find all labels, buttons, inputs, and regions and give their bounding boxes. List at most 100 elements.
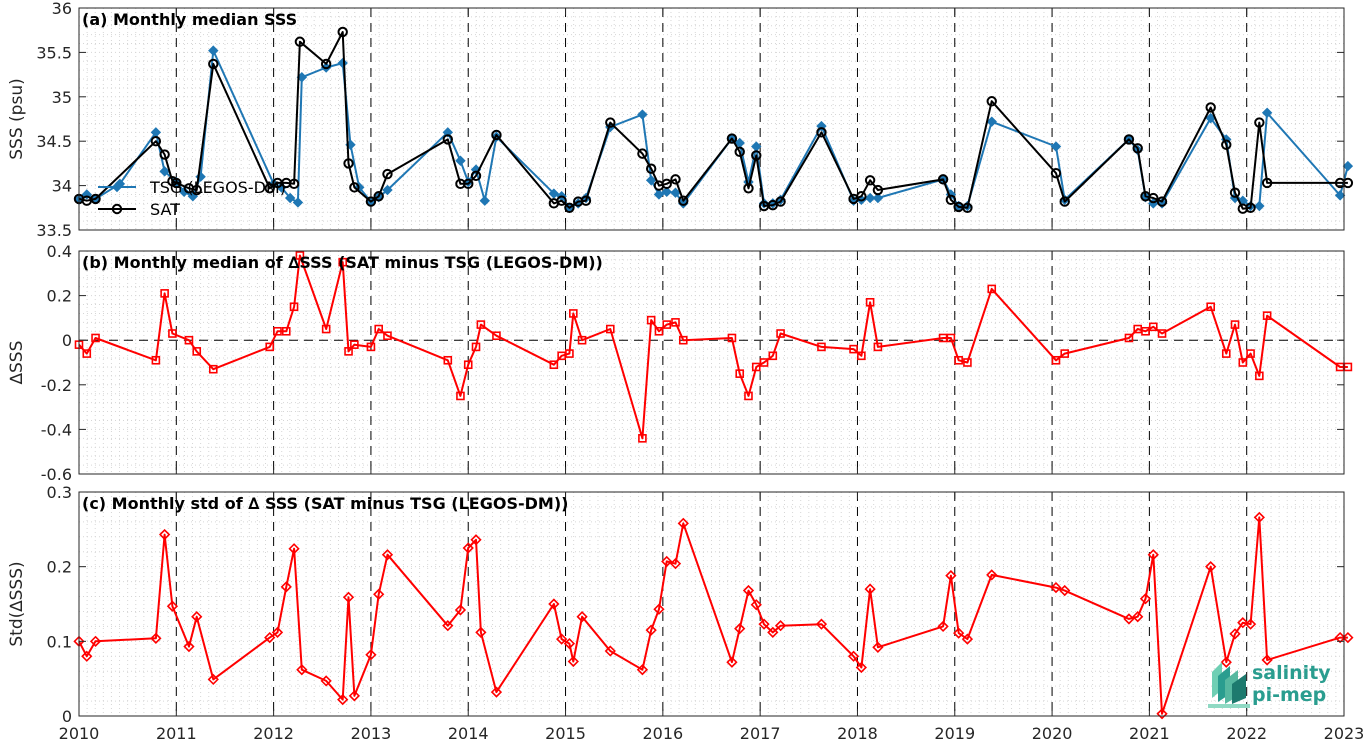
y-tick-label: 0 xyxy=(62,707,72,726)
data-point xyxy=(264,631,276,644)
panel-title: (a) Monthly median SSS xyxy=(82,10,297,29)
data-point xyxy=(1244,618,1257,630)
data-point xyxy=(774,620,787,632)
data-point xyxy=(864,175,876,186)
pi-mep-logo-icon xyxy=(1208,662,1250,708)
data-point xyxy=(872,641,884,653)
data-point xyxy=(350,340,359,349)
data-point xyxy=(288,178,300,190)
data-point xyxy=(490,686,503,698)
data-point xyxy=(677,517,689,529)
x-tick-label: 2017 xyxy=(740,724,781,743)
data-point xyxy=(289,302,299,312)
data-point xyxy=(1206,302,1215,312)
y-tick-label: 33.5 xyxy=(36,221,72,240)
data-point xyxy=(678,195,689,206)
x-tick-label: 2014 xyxy=(448,724,489,743)
data-point xyxy=(491,129,502,141)
x-tick-label: 2016 xyxy=(642,724,683,743)
data-point xyxy=(288,543,300,555)
data-point xyxy=(662,320,672,329)
data-point xyxy=(1205,102,1216,113)
logo-line2: pi-mep xyxy=(1252,684,1326,706)
data-point xyxy=(549,360,559,370)
data-point xyxy=(670,187,681,198)
data-point xyxy=(344,347,353,356)
data-point xyxy=(856,191,867,202)
data-point xyxy=(442,127,454,138)
grid xyxy=(79,492,1344,716)
data-point xyxy=(1334,190,1346,201)
data-point xyxy=(150,136,162,147)
data-point xyxy=(383,331,392,341)
panel-2: -0.6 -0.4 -0.2 0 0.2 0.4 ∆SSS (b) Monthly media… xyxy=(7,242,1353,484)
data-point xyxy=(872,192,884,204)
data-point xyxy=(1253,511,1265,524)
data-point xyxy=(1060,349,1070,358)
data-point xyxy=(442,620,454,632)
legend-label: SAT xyxy=(150,200,180,219)
data-point xyxy=(1059,584,1071,597)
x-tick-label: 2021 xyxy=(1129,724,1170,743)
data-point xyxy=(873,342,883,352)
data-point xyxy=(727,333,737,343)
y-tick-label: 34 xyxy=(52,177,72,196)
data-point xyxy=(669,558,682,570)
data-point xyxy=(569,309,578,318)
data-point xyxy=(734,623,746,635)
data-point xyxy=(349,182,360,193)
data-point xyxy=(815,618,828,630)
panel-title: (c) Monthly std of ∆ SSS (SAT minus TSG … xyxy=(82,494,568,513)
data-point xyxy=(678,198,689,209)
y-axis-label: ∆SSS xyxy=(7,341,27,386)
logo-line1: salinity xyxy=(1252,662,1331,684)
data-point xyxy=(89,635,102,647)
x-tick-label: 2012 xyxy=(253,724,294,743)
data-point xyxy=(373,588,385,600)
grid xyxy=(79,251,1344,474)
series-1 xyxy=(74,251,1353,443)
data-point xyxy=(864,192,876,204)
data-point xyxy=(758,618,770,630)
x-tick-label: 2022 xyxy=(1226,724,1267,743)
data-point xyxy=(548,598,560,610)
data-point xyxy=(463,360,473,370)
data-point xyxy=(295,251,305,260)
data-point xyxy=(962,202,973,214)
data-point xyxy=(366,342,376,352)
panel-3: 0 0.1 0.2 0.3 2010 2011 2012 2013 2014 2015 2016 20… xyxy=(7,483,1364,743)
y-tick-label: 0.3 xyxy=(47,483,72,502)
data-point xyxy=(671,318,680,327)
data-point xyxy=(443,355,453,365)
data-point xyxy=(281,326,291,336)
data-point xyxy=(1123,134,1135,145)
y-tick-label: -0.4 xyxy=(41,420,72,439)
data-point xyxy=(191,184,202,196)
data-point xyxy=(1342,160,1354,172)
legend-label: TSG (LEGOS-DM) xyxy=(149,178,286,197)
data-point xyxy=(381,549,394,561)
data-point xyxy=(183,640,195,653)
data-point xyxy=(987,284,997,294)
data-point xyxy=(1254,117,1265,128)
data-point xyxy=(320,58,332,70)
data-point xyxy=(637,109,648,120)
data-point xyxy=(563,637,576,650)
data-point xyxy=(945,194,957,206)
data-point xyxy=(986,569,998,581)
data-point xyxy=(365,196,377,207)
series-2 xyxy=(73,26,1354,214)
data-point xyxy=(759,358,769,367)
data-point xyxy=(373,191,384,202)
data-point xyxy=(1255,371,1264,381)
data-point xyxy=(1156,196,1168,207)
panel-title: (b) Monthly median of ∆SSS (SAT minus TS… xyxy=(82,253,603,272)
data-point xyxy=(1205,561,1217,573)
data-point xyxy=(271,626,284,639)
data-point xyxy=(865,297,875,307)
data-point xyxy=(462,542,474,554)
y-axis-label: SSS (psu) xyxy=(7,78,27,159)
y-tick-label: 35 xyxy=(52,88,72,107)
y-tick-label: 34.5 xyxy=(36,132,72,151)
